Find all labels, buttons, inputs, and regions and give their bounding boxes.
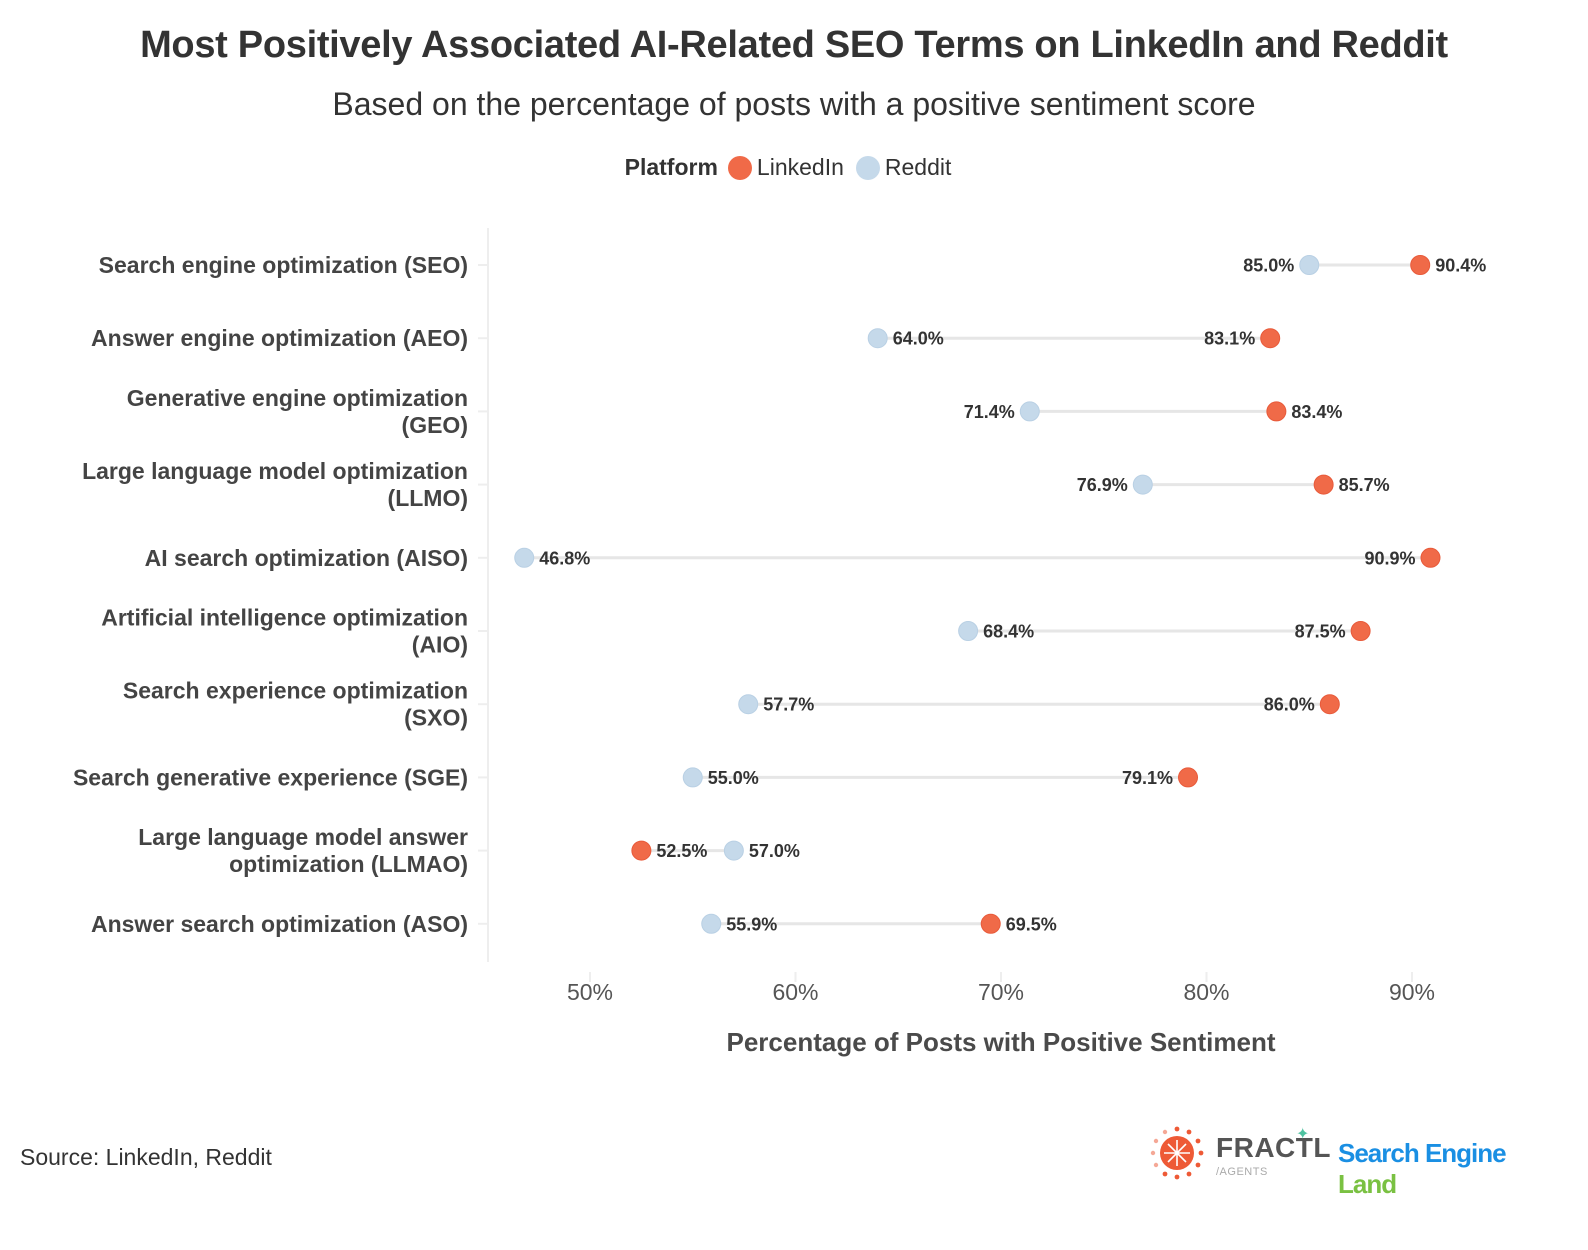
value-label-linkedin: 85.7% bbox=[1339, 475, 1390, 495]
dot-reddit[interactable] bbox=[1019, 401, 1040, 422]
value-label-reddit: 64.0% bbox=[893, 329, 944, 349]
dot-linkedin[interactable] bbox=[1350, 621, 1371, 641]
y-category-label-line: Answer engine optimization (AEO) bbox=[91, 325, 468, 351]
dot-linkedin[interactable] bbox=[631, 840, 652, 861]
y-category-label: Artificial intelligence optimization (AIO… bbox=[101, 605, 468, 658]
value-label-linkedin: 90.4% bbox=[1435, 256, 1486, 276]
value-label-linkedin: 52.5% bbox=[656, 841, 707, 861]
value-label-reddit: 85.0% bbox=[1243, 256, 1294, 276]
logos: FRACTL /AGENTS ✦ Search Engine Land bbox=[1146, 1124, 1536, 1199]
dot-reddit[interactable] bbox=[682, 767, 703, 788]
y-category-label-line: Search experience optimization bbox=[123, 678, 468, 704]
y-category-label-line: AI search optimization (AISO) bbox=[145, 545, 468, 571]
y-category-label: Search experience optimization (SXO) bbox=[123, 678, 468, 731]
dot-linkedin[interactable] bbox=[1313, 474, 1334, 495]
legend-swatch-linkedin bbox=[727, 155, 752, 180]
legend-swatch-reddit bbox=[855, 155, 880, 180]
sel-wordmark-blue: Search Engine bbox=[1338, 1138, 1507, 1168]
dot-reddit[interactable] bbox=[1299, 255, 1320, 275]
x-tick-label: 60% bbox=[772, 979, 818, 1005]
x-tick-label: 70% bbox=[978, 979, 1024, 1005]
y-category-label-line: (AIO) bbox=[412, 632, 468, 658]
dot-reddit[interactable] bbox=[738, 694, 759, 715]
fractl-snowflake-icon bbox=[1150, 1126, 1204, 1180]
value-label-linkedin: 69.5% bbox=[1006, 914, 1057, 934]
value-label-linkedin: 83.1% bbox=[1204, 329, 1255, 349]
y-category-label-line: Search generative experience (SGE) bbox=[73, 764, 468, 790]
y-category-label: Answer engine optimization (AEO) bbox=[91, 325, 468, 351]
value-label-reddit: 55.9% bbox=[726, 914, 777, 934]
chart-subtitle: Based on the percentage of posts with a … bbox=[332, 86, 1256, 122]
source-note: Source: LinkedIn, Reddit bbox=[20, 1144, 272, 1170]
legend: Platform LinkedIn Reddit bbox=[0, 154, 1588, 181]
y-category-label: Large language model answer optimization … bbox=[138, 824, 468, 877]
fractl-logo[interactable]: FRACTL /AGENTS ✦ bbox=[1146, 1124, 1330, 1186]
value-label-reddit: 68.4% bbox=[983, 622, 1034, 642]
legend-label-linkedin: LinkedIn bbox=[756, 154, 844, 180]
dot-reddit[interactable] bbox=[701, 913, 722, 934]
value-label-reddit: 76.9% bbox=[1077, 475, 1128, 495]
x-tick-label: 50% bbox=[567, 979, 613, 1005]
value-label-linkedin: 90.9% bbox=[1364, 548, 1415, 568]
x-tick-label: 80% bbox=[1183, 979, 1229, 1005]
y-category-label: Search engine optimization (SEO) bbox=[99, 252, 468, 278]
value-label-reddit: 71.4% bbox=[964, 402, 1015, 422]
dot-reddit[interactable] bbox=[958, 621, 979, 641]
y-category-label: Answer search optimization (ASO) bbox=[91, 911, 468, 937]
y-category-label-line: Search engine optimization (SEO) bbox=[99, 252, 468, 278]
value-label-linkedin: 83.4% bbox=[1291, 402, 1342, 422]
legend-item-linkedin[interactable]: LinkedIn bbox=[727, 154, 844, 181]
y-category-label-line: Large language model answer bbox=[138, 824, 468, 850]
y-category-label-line: Generative engine optimization bbox=[127, 385, 468, 411]
y-category-label-line: Answer search optimization (ASO) bbox=[91, 911, 468, 937]
y-category-label-line: optimization (LLMAO) bbox=[229, 851, 468, 877]
y-category-label: Search generative experience (SGE) bbox=[73, 764, 468, 790]
value-label-reddit: 46.8% bbox=[539, 548, 590, 568]
y-category-label-line: (SXO) bbox=[404, 705, 468, 731]
dot-reddit[interactable] bbox=[723, 840, 744, 861]
y-category-label: Generative engine optimization (GEO) bbox=[127, 385, 468, 438]
y-category-label-line: Artificial intelligence optimization bbox=[101, 605, 468, 631]
search-engine-land-logo[interactable]: Search Engine Land bbox=[1338, 1138, 1536, 1200]
y-category-label-line: (GEO) bbox=[402, 412, 468, 438]
y-category-label-line: Large language model optimization bbox=[82, 458, 468, 484]
legend-label-reddit: Reddit bbox=[884, 154, 952, 180]
x-tick-label: 90% bbox=[1389, 979, 1435, 1005]
dumbbell-chart: 90.4% 85.0% 83.1% 64.0% 83.4% 71.4% 85.7% 76.9%… bbox=[73, 228, 1486, 1057]
dot-reddit[interactable] bbox=[514, 547, 535, 568]
legend-title: Platform bbox=[624, 154, 718, 180]
chart-title: Most Positively Associated AI-Related SE… bbox=[140, 24, 1448, 66]
fractl-wordmark: FRACTL bbox=[1216, 1132, 1331, 1163]
value-label-linkedin: 79.1% bbox=[1122, 768, 1173, 788]
dot-linkedin[interactable] bbox=[1178, 767, 1199, 788]
value-label-reddit: 57.0% bbox=[749, 841, 800, 861]
y-category-label-line: (LLMO) bbox=[388, 485, 468, 511]
value-label-reddit: 55.0% bbox=[708, 768, 759, 788]
value-label-reddit: 57.7% bbox=[763, 695, 814, 715]
dot-linkedin[interactable] bbox=[1260, 328, 1281, 349]
dot-linkedin[interactable] bbox=[980, 913, 1001, 934]
sparkle-icon: ✦ bbox=[1296, 1126, 1310, 1143]
dot-reddit[interactable] bbox=[1132, 474, 1153, 495]
dot-linkedin[interactable] bbox=[1319, 694, 1340, 715]
value-label-linkedin: 86.0% bbox=[1264, 695, 1315, 715]
x-axis-title: Percentage of Posts with Positive Sentim… bbox=[726, 1027, 1275, 1057]
dot-reddit[interactable] bbox=[867, 328, 888, 349]
sel-wordmark-green: Land bbox=[1338, 1169, 1397, 1199]
fractl-subtext: /AGENTS bbox=[1216, 1166, 1268, 1178]
y-category-label: AI search optimization (AISO) bbox=[145, 545, 468, 571]
dot-linkedin[interactable] bbox=[1410, 255, 1431, 275]
dot-linkedin[interactable] bbox=[1420, 547, 1441, 568]
dot-linkedin[interactable] bbox=[1266, 401, 1287, 422]
legend-item-reddit[interactable]: Reddit bbox=[855, 154, 952, 181]
y-category-label: Large language model optimization (LLMO) bbox=[82, 458, 468, 511]
value-label-linkedin: 87.5% bbox=[1295, 622, 1346, 642]
